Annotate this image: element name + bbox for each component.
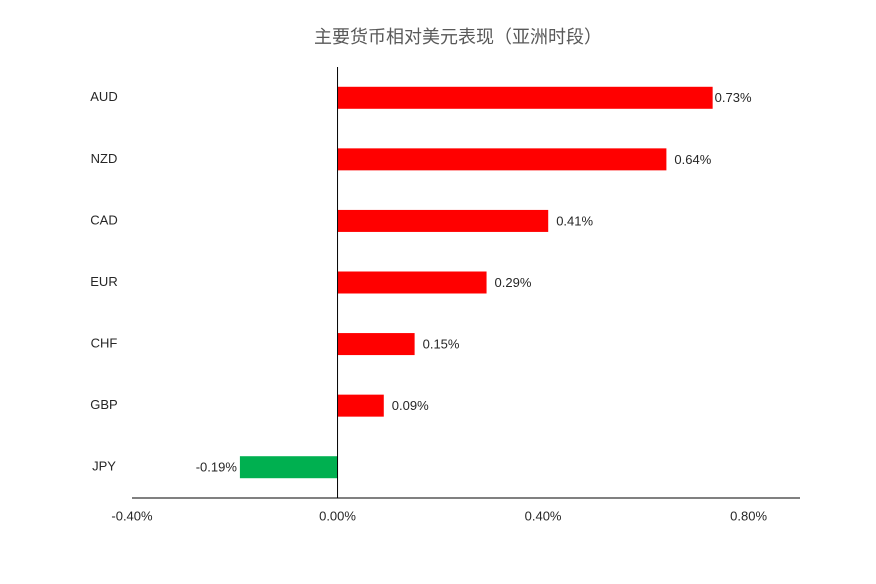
x-tick-label: -0.40% (111, 508, 153, 523)
bar (337, 148, 667, 171)
bar (337, 271, 487, 294)
value-label: 0.73% (715, 90, 752, 105)
y-tick-label: CAD (90, 212, 117, 227)
bar (337, 86, 713, 109)
bar (337, 333, 415, 356)
chart-title: 主要货币相对美元表现（亚洲时段） (314, 27, 602, 47)
value-label: 0.15% (423, 337, 460, 352)
y-tick-label: EUR (90, 274, 117, 289)
bar (239, 456, 338, 479)
y-tick-label: JPY (92, 459, 116, 474)
y-tick-label: AUD (90, 89, 117, 104)
value-label: 0.41% (556, 213, 593, 228)
x-tick-label: 0.00% (319, 508, 356, 523)
value-label: 0.29% (495, 275, 532, 290)
x-tick-label: 0.80% (730, 508, 767, 523)
y-tick-label: CHF (91, 336, 118, 351)
bar (337, 209, 549, 232)
value-label: -0.19% (196, 460, 238, 475)
y-tick-label: GBP (90, 397, 117, 412)
x-tick-label: 0.40% (525, 508, 562, 523)
value-label: 0.64% (674, 152, 711, 167)
bar (337, 394, 384, 417)
y-tick-label: NZD (91, 151, 118, 166)
value-label: 0.09% (392, 398, 429, 413)
